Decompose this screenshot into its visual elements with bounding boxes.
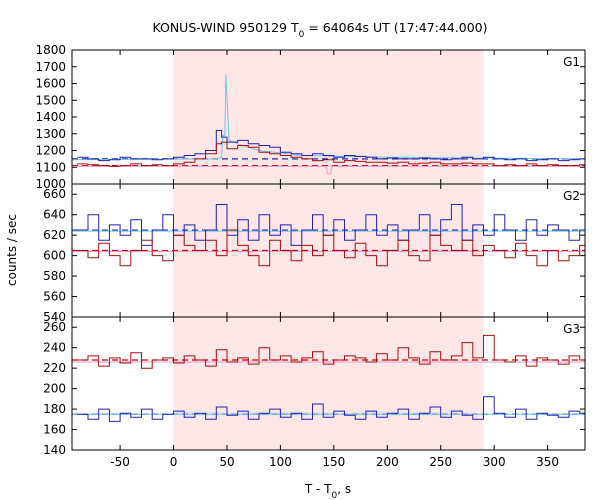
x-tick-label: 250 bbox=[429, 455, 452, 469]
y-tick-label: 1400 bbox=[35, 110, 66, 124]
x-axis-title: T - T0, s bbox=[304, 482, 351, 500]
panel-label-g1: G1 bbox=[563, 55, 580, 69]
red-series-line bbox=[77, 334, 585, 369]
y-tick-label: 620 bbox=[43, 228, 66, 242]
pink-fit-line bbox=[72, 165, 585, 175]
panel-g3: 140 160 180 200 220 240 260 G3 bbox=[43, 316, 586, 457]
x-axis-title-rest: , s bbox=[337, 482, 351, 496]
panel-label-g3: G3 bbox=[563, 322, 580, 336]
x-tick-label: 150 bbox=[322, 455, 345, 469]
panel-g2: 540 560 580 600 620 640 660 G2 bbox=[43, 183, 586, 324]
x-tick-label: 100 bbox=[269, 455, 292, 469]
panel-frame bbox=[71, 316, 586, 451]
y-tick-label: 180 bbox=[43, 402, 66, 416]
x-tick-label: 350 bbox=[536, 455, 559, 469]
x-tick-label: 200 bbox=[376, 455, 399, 469]
blue-series-line bbox=[77, 204, 585, 246]
panel-g1: 1000 1100 1200 1300 1400 1500 1600 1700 1800 G1 bbox=[35, 43, 586, 191]
x-tick-label: 0 bbox=[170, 455, 178, 469]
x-axis-title-subscript: 0 bbox=[332, 491, 338, 500]
x-tick-label: 50 bbox=[219, 455, 234, 469]
panel-series bbox=[72, 334, 585, 422]
y-tick-label: 1800 bbox=[35, 43, 66, 57]
panel-highlight bbox=[173, 50, 484, 184]
blue-series-line bbox=[77, 129, 585, 162]
y-tick-label: 140 bbox=[43, 443, 66, 457]
x-tick-label: -50 bbox=[110, 455, 130, 469]
chart-title-rest: = 64064s UT (17:47:44.000) bbox=[304, 20, 487, 35]
panel-y-ticks: 1000 1100 1200 1300 1400 1500 1600 1700 1800 bbox=[35, 43, 585, 191]
y-tick-label: 160 bbox=[43, 423, 66, 437]
y-tick-label: 1100 bbox=[35, 160, 66, 174]
y-tick-label: 260 bbox=[43, 320, 66, 334]
y-tick-label: 1200 bbox=[35, 144, 66, 158]
y-tick-label: 1500 bbox=[35, 93, 66, 107]
y-tick-label: 1000 bbox=[35, 177, 66, 191]
y-axis-title: counts / sec bbox=[5, 214, 19, 286]
y-tick-label: 640 bbox=[43, 208, 66, 222]
y-tick-label: 1300 bbox=[35, 127, 66, 141]
x-tick-label: 300 bbox=[483, 455, 506, 469]
chart-title: KONUS-WIND 950129 T0 = 64064s UT (17:47:… bbox=[152, 20, 487, 40]
y-tick-label: 600 bbox=[43, 249, 66, 263]
blue-series-line bbox=[77, 396, 585, 422]
panel-label-g2: G2 bbox=[563, 189, 580, 203]
y-tick-label: 1700 bbox=[35, 60, 66, 74]
panel-series bbox=[72, 204, 585, 267]
y-tick-label: 200 bbox=[43, 382, 66, 396]
x-axis-title-main: T - T bbox=[304, 482, 332, 496]
panel-series bbox=[71, 75, 586, 175]
y-tick-label: 540 bbox=[43, 310, 66, 324]
y-tick-label: 580 bbox=[43, 269, 66, 283]
y-tick-label: 660 bbox=[43, 187, 66, 201]
panel-highlight bbox=[173, 317, 484, 450]
panel-y-ticks: 540 560 580 600 620 640 660 bbox=[43, 184, 585, 324]
light-fit-line bbox=[71, 75, 586, 161]
chart-title-main: KONUS-WIND 950129 T bbox=[152, 20, 298, 35]
chart-title-subscript: 0 bbox=[299, 30, 305, 40]
x-axis: -50 0 50 100 150 200 250 300 350 bbox=[110, 455, 559, 469]
y-tick-label: 240 bbox=[43, 341, 66, 355]
y-tick-label: 220 bbox=[43, 361, 66, 375]
red-series-line bbox=[77, 141, 585, 167]
y-tick-label: 560 bbox=[43, 290, 66, 304]
red-series-line bbox=[77, 229, 585, 267]
panel-y-ticks: 140 160 180 200 220 240 260 bbox=[43, 317, 585, 457]
y-tick-label: 1600 bbox=[35, 77, 66, 91]
